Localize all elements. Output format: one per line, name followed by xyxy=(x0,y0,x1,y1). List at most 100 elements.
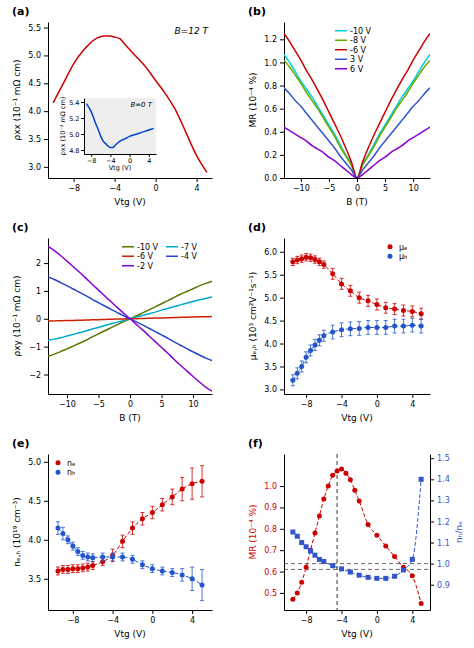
tick: 0.6 xyxy=(264,568,284,577)
tick: −4 xyxy=(336,610,348,625)
tick-label: −5 xyxy=(324,184,336,193)
error-bar xyxy=(71,542,75,550)
point xyxy=(321,262,326,267)
tick: 3.5 xyxy=(28,135,48,144)
x-axis-title: Vtg (V) xyxy=(341,413,372,423)
tick-mark xyxy=(280,507,284,508)
line xyxy=(284,127,430,178)
point xyxy=(339,281,344,286)
tick: −4 xyxy=(107,610,119,625)
tick: −10 xyxy=(59,394,76,409)
error-bar xyxy=(170,489,174,505)
tick-mark xyxy=(430,543,434,544)
error-bar xyxy=(393,319,397,333)
tick: 0 xyxy=(375,610,380,625)
error-bar xyxy=(190,567,194,590)
tick-label: −1 xyxy=(29,343,41,352)
error-bar xyxy=(348,322,352,336)
point xyxy=(330,473,335,478)
point xyxy=(312,342,317,347)
tick-mark xyxy=(115,178,116,182)
tick-mark xyxy=(44,28,48,29)
tick-mark xyxy=(67,394,68,398)
tick: 0.7 xyxy=(264,546,284,555)
tick-mark xyxy=(192,610,193,614)
y-axis-title: ρxx (10⁻¹ mΩ cm) xyxy=(12,59,22,140)
legend-label: 6 V xyxy=(350,65,364,74)
point xyxy=(357,295,362,300)
point xyxy=(295,534,300,539)
tick-mark xyxy=(377,394,378,398)
tick: 0.5 xyxy=(264,589,284,598)
tick: 0 xyxy=(128,394,133,409)
point xyxy=(150,566,155,571)
tick-label: 5.0 xyxy=(28,51,41,60)
tick-label: 0.8 xyxy=(264,82,277,91)
tick-label: −2 xyxy=(29,371,41,380)
error-bar xyxy=(410,306,414,317)
tick-mark xyxy=(430,564,434,565)
point xyxy=(330,563,335,568)
line xyxy=(53,36,207,173)
tick: 1 xyxy=(36,287,48,296)
line xyxy=(86,104,153,148)
point xyxy=(85,565,90,570)
tick-label: 4 xyxy=(195,184,200,193)
tick: 1.1 xyxy=(430,539,450,548)
point xyxy=(65,567,70,572)
tick-label: 0 xyxy=(375,616,380,625)
x-axis-title: B (T) xyxy=(346,197,368,207)
x-axis-title: Vtg (V) xyxy=(114,197,145,207)
tick: 0.0 xyxy=(264,174,284,183)
tick-label: 5.0 xyxy=(69,131,79,139)
error-bar xyxy=(309,345,313,356)
tick-mark xyxy=(98,394,99,398)
point xyxy=(352,488,357,493)
legend-item: 6 V xyxy=(335,65,364,74)
tick: 4 xyxy=(190,610,195,625)
legend-item: -6 V xyxy=(122,252,154,261)
tick-label: 1.2 xyxy=(264,35,277,44)
tick-mark xyxy=(280,155,284,156)
point xyxy=(140,516,145,521)
error-bar xyxy=(81,552,85,560)
tick: 1.0 xyxy=(264,482,284,491)
point xyxy=(120,539,125,544)
tick-mark xyxy=(73,610,74,614)
error-bar xyxy=(200,569,204,600)
point xyxy=(299,580,304,585)
legend-swatch xyxy=(335,30,347,32)
tick-mark xyxy=(44,501,48,502)
tick-label: 1.5 xyxy=(437,454,450,463)
point xyxy=(299,256,304,261)
tick-label: 5.0 xyxy=(264,294,277,303)
error-bar xyxy=(130,522,134,534)
axis-line xyxy=(49,178,213,179)
tick: 4 xyxy=(195,178,200,193)
axis-line xyxy=(284,23,285,179)
point xyxy=(321,333,326,338)
error-bar xyxy=(71,565,75,573)
x-axis-title: B (T) xyxy=(119,413,141,423)
tick-mark xyxy=(44,347,48,348)
legend-swatch xyxy=(166,256,178,258)
error-bar xyxy=(340,278,344,289)
legend-swatch xyxy=(122,246,134,248)
tick: 5.0 xyxy=(28,458,48,467)
tick: 10 xyxy=(188,394,198,409)
legend-marker xyxy=(56,470,61,475)
y-axis: 0.00.20.40.60.81.01.2 xyxy=(264,23,284,184)
y-axis: 3.54.04.55.0 xyxy=(28,455,48,611)
error-bar xyxy=(111,549,115,561)
tick-label: 4 xyxy=(190,616,195,625)
tick-label: 3.5 xyxy=(28,135,41,144)
tick-label: 10 xyxy=(188,400,198,409)
tick-label: −8 xyxy=(301,616,313,625)
tick-mark xyxy=(113,610,114,614)
tick-label: 0 xyxy=(355,184,360,193)
legend-label: nₑ xyxy=(67,459,75,468)
error-bar xyxy=(357,292,361,303)
point xyxy=(65,537,70,542)
point xyxy=(120,554,125,559)
tick: 3.0 xyxy=(264,385,284,394)
